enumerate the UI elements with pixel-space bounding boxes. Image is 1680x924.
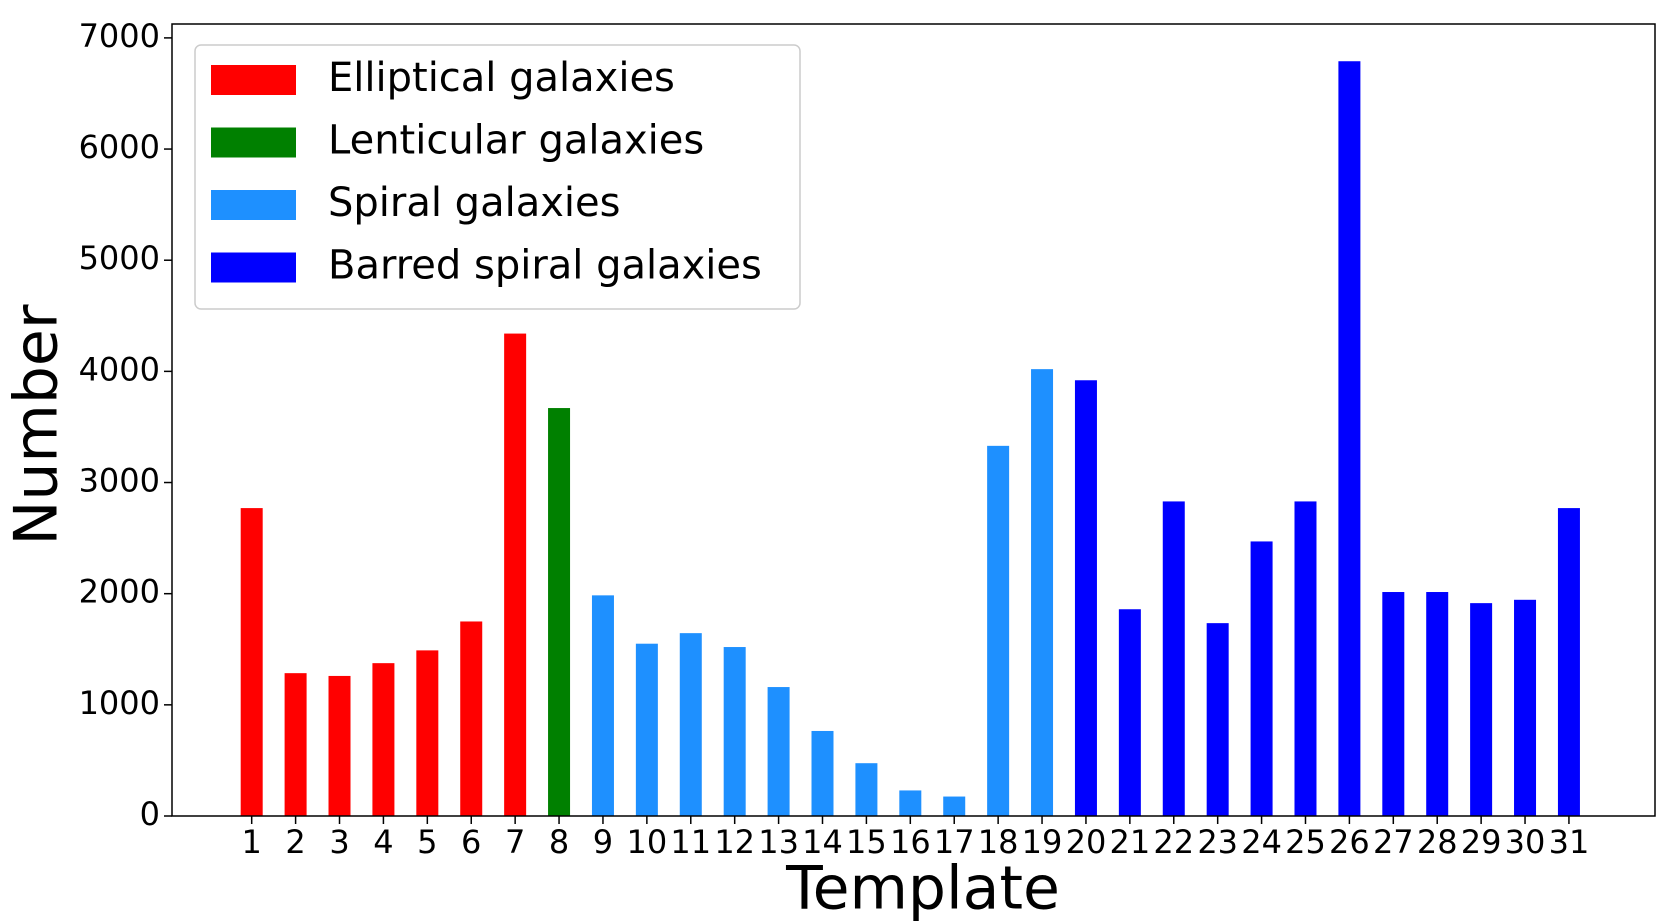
y-tick-label: 1000 xyxy=(79,684,160,722)
y-tick-label: 6000 xyxy=(79,128,160,166)
bar xyxy=(548,408,571,816)
y-axis-label: Number xyxy=(2,304,72,545)
legend-label: Lenticular galaxies xyxy=(328,118,704,164)
x-tick-label: 9 xyxy=(593,823,613,861)
x-tick-label: 24 xyxy=(1241,823,1282,861)
x-tick-label: 4 xyxy=(373,823,393,861)
bar xyxy=(1294,501,1317,816)
x-axis-label: Template xyxy=(785,854,1060,924)
y-tick-label: 3000 xyxy=(79,462,160,500)
bar xyxy=(1338,61,1361,816)
legend-box xyxy=(194,44,801,310)
bar xyxy=(899,790,922,816)
bar xyxy=(284,673,307,816)
bar xyxy=(855,763,878,816)
bar xyxy=(1557,508,1580,816)
x-tick-label: 18 xyxy=(978,823,1019,861)
x-tick-label: 6 xyxy=(461,823,481,861)
bar xyxy=(1250,541,1273,816)
bar xyxy=(1074,380,1097,816)
x-tick-label: 14 xyxy=(802,823,843,861)
x-tick-label: 31 xyxy=(1549,823,1590,861)
bar xyxy=(1206,623,1229,816)
legend-swatch xyxy=(211,127,296,158)
bar xyxy=(767,687,790,816)
bar xyxy=(504,333,527,816)
bar xyxy=(591,595,614,816)
legend-label: Barred spiral galaxies xyxy=(328,243,762,289)
x-tick-label: 17 xyxy=(934,823,975,861)
x-tick-label: 15 xyxy=(846,823,887,861)
bar xyxy=(635,643,658,816)
bar xyxy=(1426,592,1449,816)
bar xyxy=(1031,369,1054,816)
bar xyxy=(1382,592,1405,816)
x-tick-label: 11 xyxy=(670,823,711,861)
x-tick-label: 30 xyxy=(1505,823,1546,861)
x-tick-label: 29 xyxy=(1461,823,1502,861)
x-tick-label: 8 xyxy=(549,823,569,861)
x-tick-label: 10 xyxy=(627,823,668,861)
y-tick-label: 0 xyxy=(140,795,160,833)
y-tick-label: 4000 xyxy=(79,350,160,388)
bar xyxy=(460,621,483,816)
y-tick-label: 7000 xyxy=(79,17,160,55)
x-tick-label: 23 xyxy=(1197,823,1238,861)
bar xyxy=(679,633,702,816)
x-tick-label: 7 xyxy=(505,823,525,861)
x-tick-label: 2 xyxy=(285,823,305,861)
bar xyxy=(1118,609,1141,816)
x-tick-label: 3 xyxy=(329,823,349,861)
bar xyxy=(1470,603,1493,816)
bar xyxy=(723,647,746,816)
bar xyxy=(987,445,1010,816)
bar xyxy=(1514,599,1537,816)
legend-swatch xyxy=(211,65,296,95)
x-tick-label: 21 xyxy=(1109,823,1150,861)
x-tick-label: 16 xyxy=(890,823,931,861)
plot-frame xyxy=(171,23,1656,817)
x-tick-label: 27 xyxy=(1373,823,1414,861)
y-tick-label: 5000 xyxy=(79,239,160,277)
bar xyxy=(416,650,439,816)
x-tick-label: 28 xyxy=(1417,823,1458,861)
bar xyxy=(328,675,351,816)
legend-swatch xyxy=(211,252,296,283)
x-tick-label: 12 xyxy=(714,823,755,861)
bar xyxy=(811,730,834,816)
bar xyxy=(240,508,263,816)
x-tick-label: 20 xyxy=(1066,823,1107,861)
x-tick-label: 26 xyxy=(1329,823,1370,861)
bar xyxy=(943,796,966,816)
x-tick-label: 13 xyxy=(758,823,799,861)
bar xyxy=(1162,501,1185,816)
x-tick-label: 22 xyxy=(1153,823,1194,861)
legend-label: Spiral galaxies xyxy=(328,180,620,226)
x-tick-label: 19 xyxy=(1022,823,1063,861)
x-tick-label: 5 xyxy=(417,823,437,861)
x-tick-label: 25 xyxy=(1285,823,1326,861)
legend-swatch xyxy=(211,190,296,220)
bar xyxy=(372,663,395,816)
legend-label: Elliptical galaxies xyxy=(328,55,675,101)
x-tick-label: 1 xyxy=(242,823,262,861)
y-tick-label: 2000 xyxy=(79,573,160,611)
